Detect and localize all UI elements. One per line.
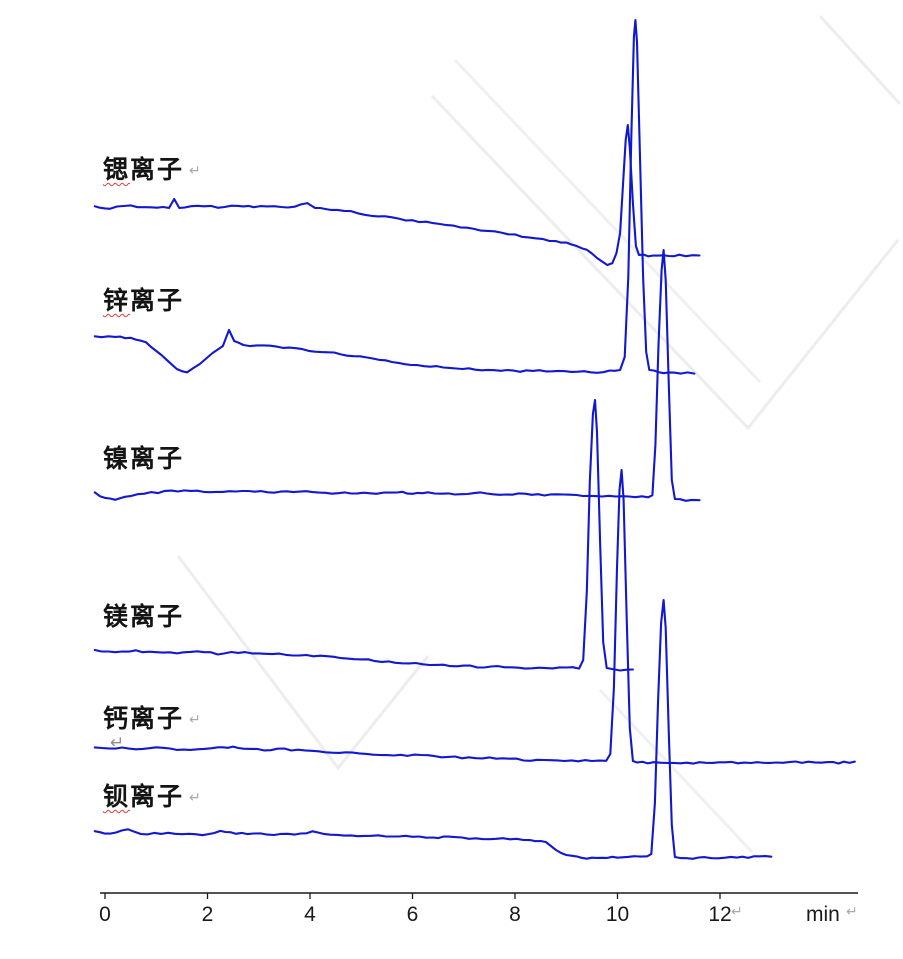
- watermark-line: [176, 555, 430, 771]
- watermark-layer: [176, 14, 902, 854]
- x-axis-tick-label: 0: [99, 903, 111, 926]
- watermark-line: [453, 58, 762, 384]
- watermark-line: [598, 688, 754, 854]
- trace-nickel-ion: [93, 248, 701, 502]
- x-axis-tick-label: 2: [202, 903, 214, 926]
- x-axis-tick-label: 10: [606, 903, 629, 926]
- watermark-line: [818, 14, 902, 106]
- trace-strontium-ion: [93, 123, 701, 267]
- x-axis-tick-label: 6: [407, 903, 419, 926]
- x-axis-unit-label: min: [806, 903, 840, 926]
- return-mark-icon: ↵: [731, 904, 743, 920]
- trace-calcium-ion: [93, 468, 856, 765]
- x-axis-tick-label: 8: [509, 903, 521, 926]
- trace-zinc-ion: [93, 18, 696, 375]
- x-axis: 0 2 4 6 8 10 12 ↵ min ↵: [99, 892, 858, 926]
- return-mark-icon: ↵: [846, 904, 858, 920]
- trace-barium-ion: [93, 598, 773, 860]
- x-axis-tick-label: 4: [304, 903, 316, 926]
- trace-magnesium-ion: [93, 398, 634, 672]
- watermark-line: [430, 94, 900, 431]
- return-mark-icon: ↵: [110, 733, 125, 753]
- traces-layer: [93, 18, 856, 860]
- x-axis-tick-label: 12: [708, 903, 731, 926]
